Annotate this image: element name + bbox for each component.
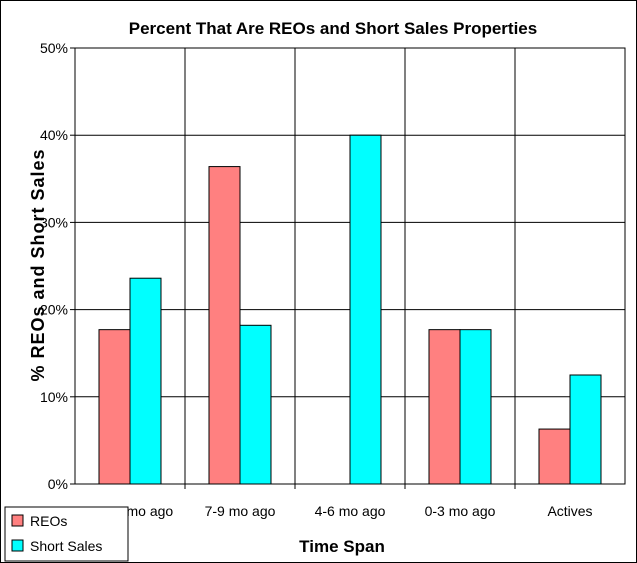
y-tick-label: 40% [40,127,68,143]
x-tick-label: Actives [547,503,592,519]
y-tick-label: 30% [40,214,68,230]
y-tick-label: 20% [40,302,68,318]
plot-area: 0%10%20%30%40%50%10-12 mo ago 7-9 mo ago 4… [40,40,626,519]
bar-reos [208,166,241,485]
bar-reos [98,329,131,485]
y-tick-label: 0% [48,476,68,492]
bar-short-sales [569,374,602,485]
legend: REOs Short Sales [4,506,129,562]
chart-title: Percent That Are REOs and Short Sales Pr… [129,19,537,38]
bar-reos [428,329,461,485]
y-tick-label: 50% [40,40,68,56]
legend-label-short-sales: Short Sales [30,538,102,554]
legend-label-reos: REOs [30,513,67,529]
bar-short-sales [129,277,162,485]
bar-short-sales [459,329,492,485]
bar-short-sales [349,134,382,485]
y-tick-label: 10% [40,389,68,405]
legend-box [4,506,129,562]
legend-swatch-reos [11,514,24,527]
x-tick-label: 4-6 mo ago [315,503,386,519]
x-axis-title: Time Span [299,537,385,556]
y-axis-title: % REOs and Short Sales [28,148,48,381]
bar-reos [538,428,571,485]
x-tick-label: 7-9 mo ago [205,503,276,519]
legend-swatch-short-sales [11,539,24,552]
bar-short-sales [239,324,272,485]
x-tick-label: 0-3 mo ago [425,503,496,519]
